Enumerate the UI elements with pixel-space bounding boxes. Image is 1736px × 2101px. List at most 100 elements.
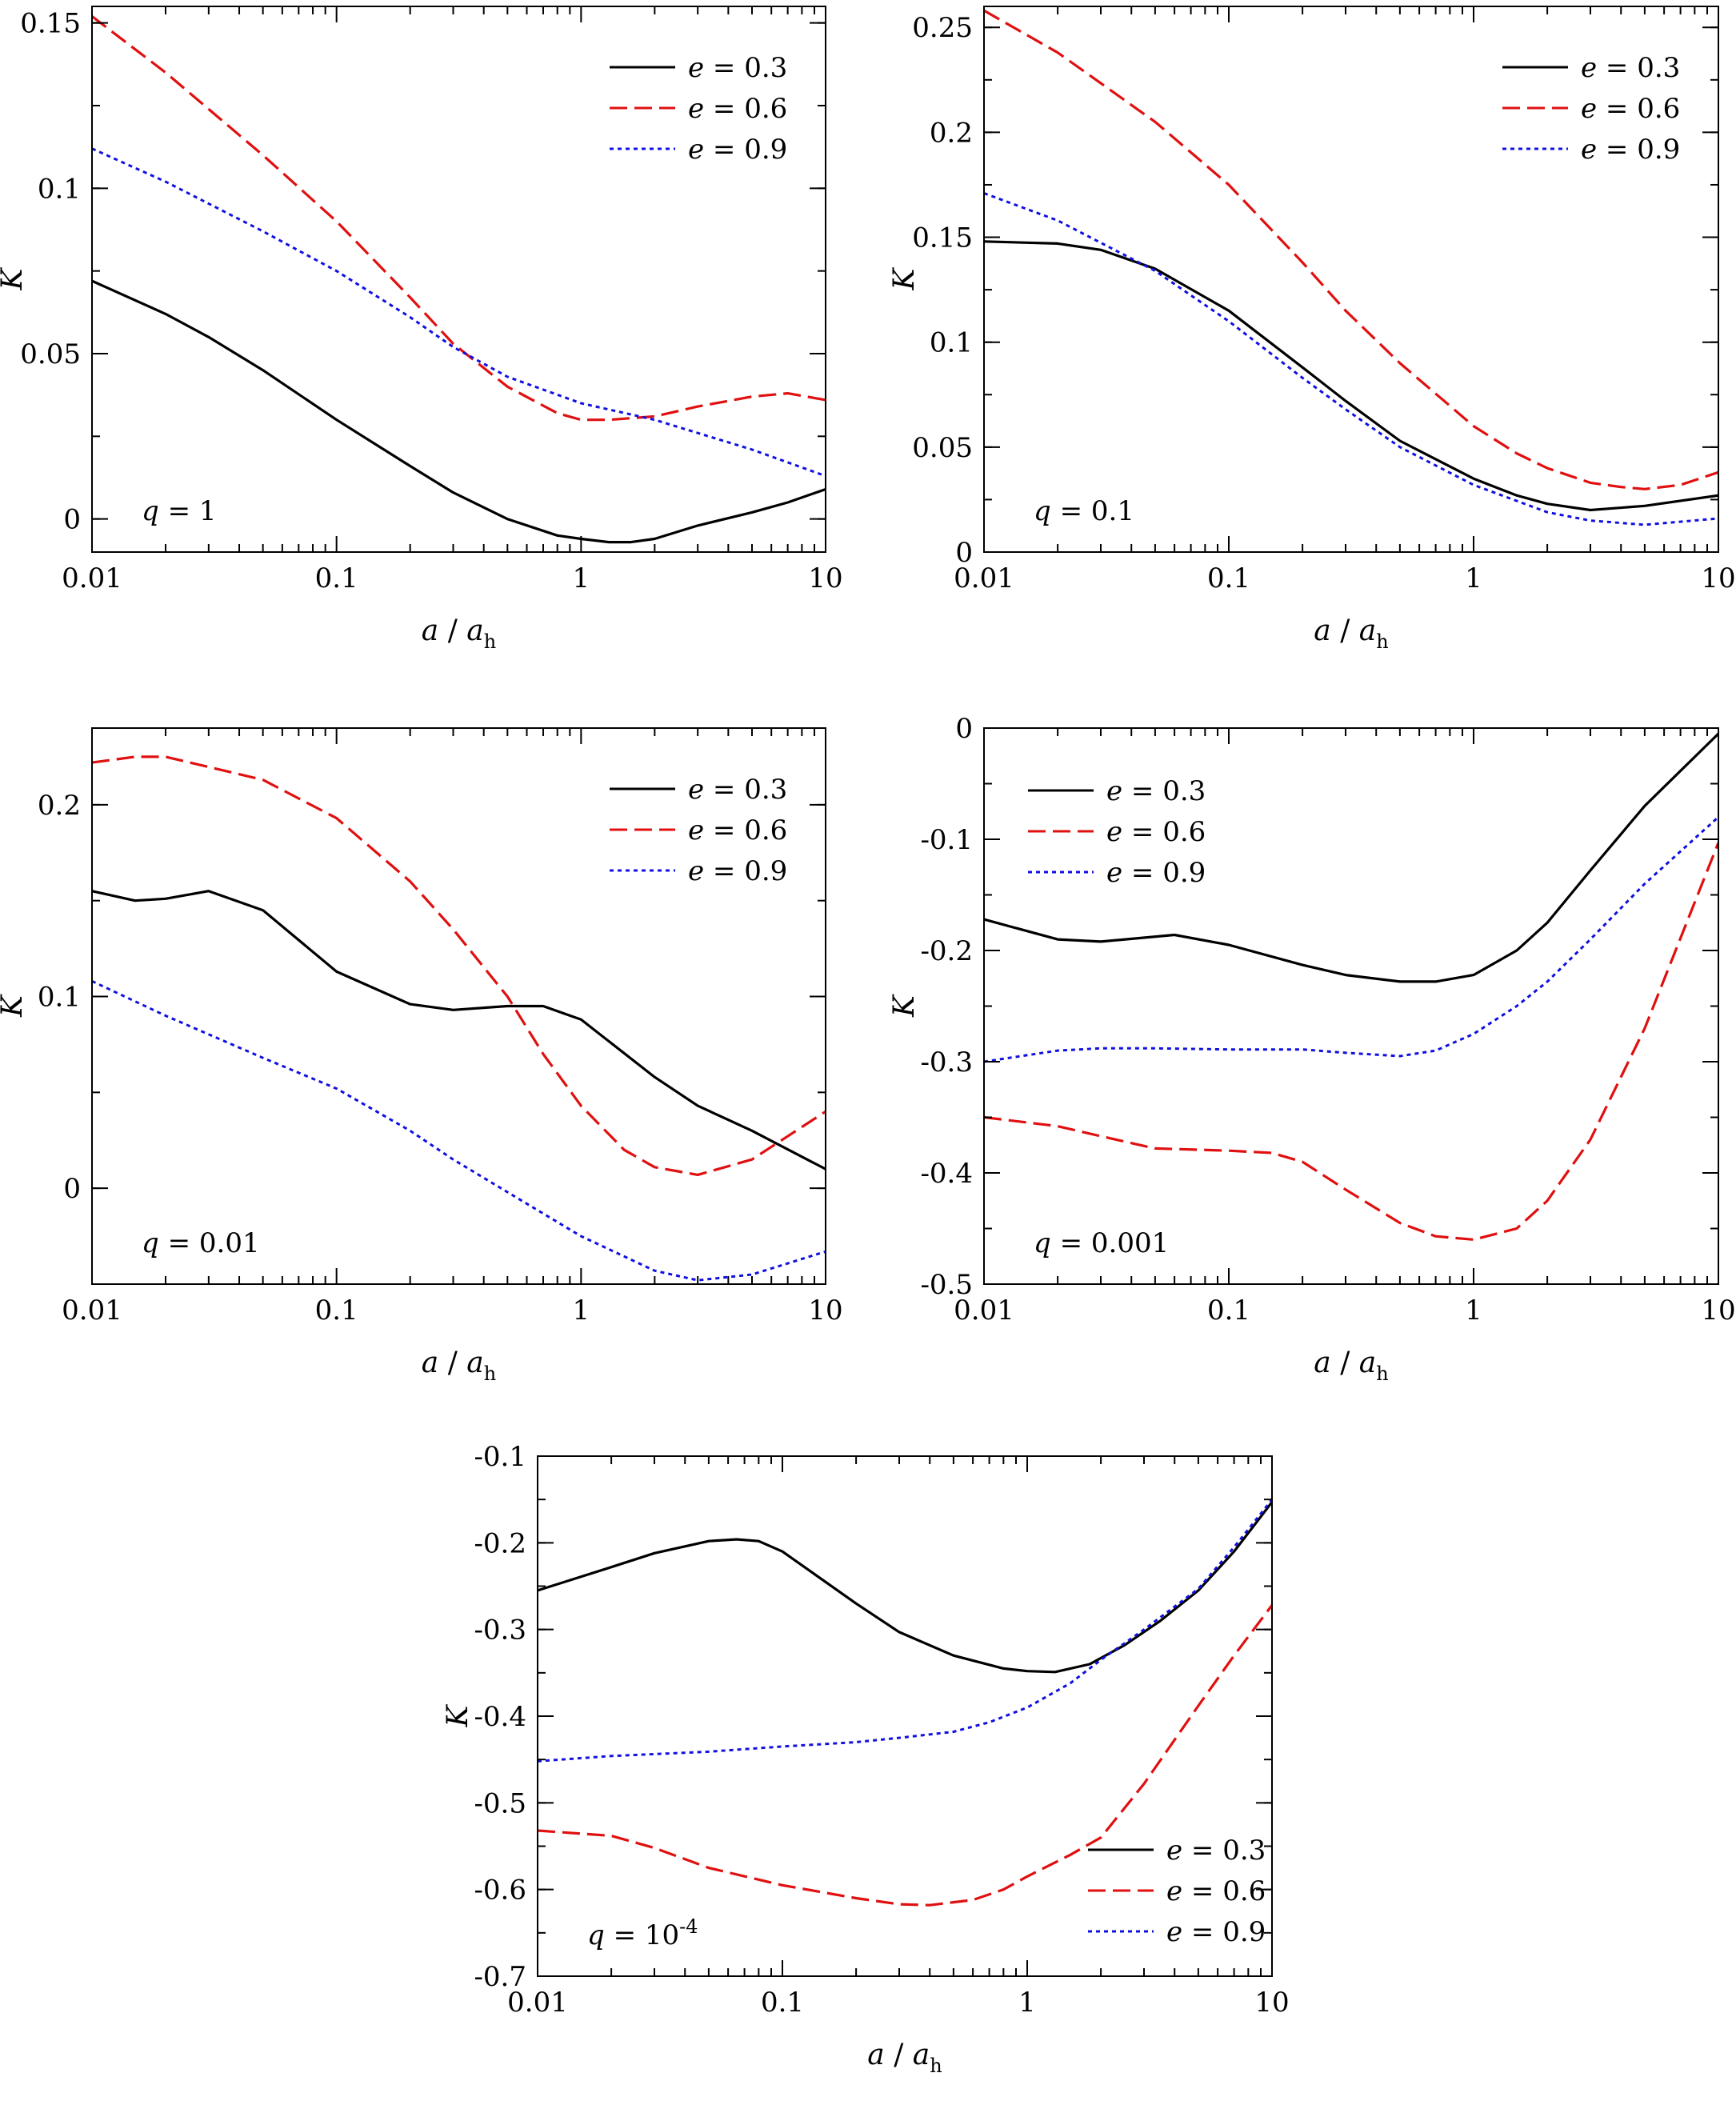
panel-label-q: q = 0.01 (142, 1227, 260, 1259)
series-line-e06 (92, 15, 826, 422)
y-tick-label: -0.5 (474, 1787, 526, 1819)
series-line-e09 (538, 1499, 1272, 1763)
y-tick-label: 0.1 (38, 982, 81, 1014)
y-axis-label: K (442, 1703, 474, 1727)
x-tick-label: 10 (1254, 1987, 1289, 2019)
panel-4: 0.01 0.1 1 10 -0.5 -0.4 -0.3 -0.2 -0.1 0 a / ah Kq … (888, 713, 1736, 1385)
panel-1: 0.01 0.1 1 10 0 0.05 0.1 0.15 a / ah Kq = 1 e = 0.… (0, 6, 843, 653)
plot-frame (983, 727, 1719, 1285)
legend-entry: e = 0.6 (1581, 93, 1680, 125)
legend-entry: e = 0.9 (1106, 857, 1206, 889)
x-tick-label: 0.01 (62, 1295, 122, 1327)
panel-3: 0.01 0.1 1 10 0 0.1 0.2 a / ah Kq = 0.01 e = 0.3 e… (0, 727, 843, 1385)
series-line-e06 (984, 842, 1718, 1241)
legend-entry: e = 0.3 (1166, 1835, 1266, 1867)
y-tick-label: 0.25 (912, 12, 973, 44)
y-tick-label: -0.4 (474, 1701, 526, 1733)
x-axis-label: a / ah (867, 2039, 942, 2077)
x-tick-label: 0.01 (954, 562, 1014, 594)
legend: e = 0.3 e = 0.6 e = 0.9 (1502, 52, 1680, 166)
x-tick-label: 0.1 (315, 562, 358, 594)
y-tick-label: -0.2 (920, 935, 973, 967)
series-line-e09 (984, 816, 1718, 1063)
panel-label-q: q = 1 (142, 495, 217, 527)
panel-label-q: q = 0.1 (1034, 495, 1134, 527)
y-tick-label: 0 (63, 1173, 81, 1205)
x-tick-label: 0.01 (507, 1987, 568, 2019)
x-tick-label: 1 (573, 1295, 590, 1327)
legend-entry: e = 0.9 (1166, 1916, 1266, 1948)
y-tick-label: -0.3 (474, 1615, 526, 1647)
x-tick-label: 0.1 (761, 1987, 804, 2019)
legend-entry: e = 0.9 (688, 134, 787, 166)
x-tick-label: 10 (808, 1295, 842, 1327)
x-tick-label: 0.01 (62, 562, 122, 594)
panel-2: 0.01 0.1 1 10 0 0.05 0.1 0.15 0.2 0.25 a / ah Kq = … (888, 6, 1736, 653)
x-axis-label: a / ah (422, 614, 496, 653)
x-tick-label: 0.01 (954, 1295, 1014, 1327)
series-line-e06 (92, 755, 826, 1176)
legend-entry: e = 0.3 (688, 52, 787, 84)
y-tick-label: -0.7 (474, 1961, 526, 1993)
y-tick-label: -0.2 (474, 1527, 526, 1559)
series-line-e09 (984, 192, 1718, 526)
legend: e = 0.3 e = 0.6 e = 0.9 (1088, 1835, 1266, 1948)
panel-5: 0.01 0.1 1 10 -0.7 -0.6 -0.5 -0.4 -0.3 -0.2 -0.1 a … (442, 1441, 1290, 2077)
y-tick-label: 0.15 (912, 222, 973, 254)
legend-entry: e = 0.6 (1106, 816, 1206, 848)
series-line-e06 (538, 1604, 1272, 1907)
x-tick-label: 0.1 (1207, 1295, 1250, 1327)
legend: e = 0.3 e = 0.6 e = 0.9 (1028, 775, 1206, 889)
y-tick-label: -0.1 (920, 824, 973, 856)
y-tick-label: -0.5 (920, 1269, 973, 1301)
y-tick-label: 0.05 (912, 432, 973, 464)
series-line-e06 (984, 9, 1718, 490)
y-axis-label: K (888, 266, 921, 290)
y-tick-label: -0.3 (920, 1046, 973, 1079)
y-axis-label: K (0, 266, 29, 290)
y-axis-label: K (888, 994, 921, 1018)
series-line-e09 (92, 147, 826, 478)
y-tick-label: 0 (955, 713, 973, 745)
legend-entry: e = 0.3 (1106, 775, 1206, 807)
x-tick-label: 1 (1018, 1987, 1036, 2019)
series-line-e03 (538, 1501, 1272, 1674)
y-tick-label: 0.1 (930, 327, 973, 359)
legend-entry: e = 0.9 (1581, 134, 1680, 166)
y-tick-label: -0.1 (474, 1441, 526, 1473)
series-line-e03 (92, 890, 826, 1171)
y-tick-label: 0.1 (38, 173, 81, 205)
legend-entry: e = 0.3 (688, 774, 787, 806)
plot-frame (983, 6, 1719, 553)
series-line-e03 (92, 279, 826, 544)
x-tick-label: 1 (1465, 1295, 1482, 1327)
y-tick-label: -0.6 (474, 1875, 526, 1907)
x-tick-label: 0.1 (1207, 562, 1250, 594)
x-tick-label: 10 (1701, 1295, 1735, 1327)
x-tick-label: 1 (573, 562, 590, 594)
plot-frame (91, 6, 826, 553)
series-line-e09 (92, 979, 826, 1282)
x-tick-label: 10 (1701, 562, 1735, 594)
series-line-e03 (984, 732, 1718, 983)
x-tick-label: 1 (1465, 562, 1482, 594)
x-tick-label: 10 (808, 562, 842, 594)
x-tick-label: 0.1 (315, 1295, 358, 1327)
x-axis-label: a / ah (1314, 1347, 1388, 1385)
y-tick-label: 0.2 (930, 117, 973, 149)
y-axis-label: K (0, 994, 29, 1018)
legend-entry: e = 0.6 (688, 93, 787, 125)
legend-entry: e = 0.6 (688, 814, 787, 846)
legend-entry: e = 0.6 (1166, 1875, 1266, 1907)
y-tick-label: 0.2 (38, 790, 81, 822)
x-axis-label: a / ah (422, 1347, 496, 1385)
panel-label-q: q = 0.001 (1034, 1227, 1169, 1259)
legend: e = 0.3 e = 0.6 e = 0.9 (610, 52, 787, 166)
x-axis-label: a / ah (1314, 614, 1388, 653)
legend-entry: e = 0.9 (688, 855, 787, 887)
y-tick-label: 0.05 (20, 338, 81, 370)
plot-frame (537, 1455, 1273, 1977)
plot-frame (91, 727, 826, 1285)
legend-entry: e = 0.3 (1581, 52, 1680, 84)
